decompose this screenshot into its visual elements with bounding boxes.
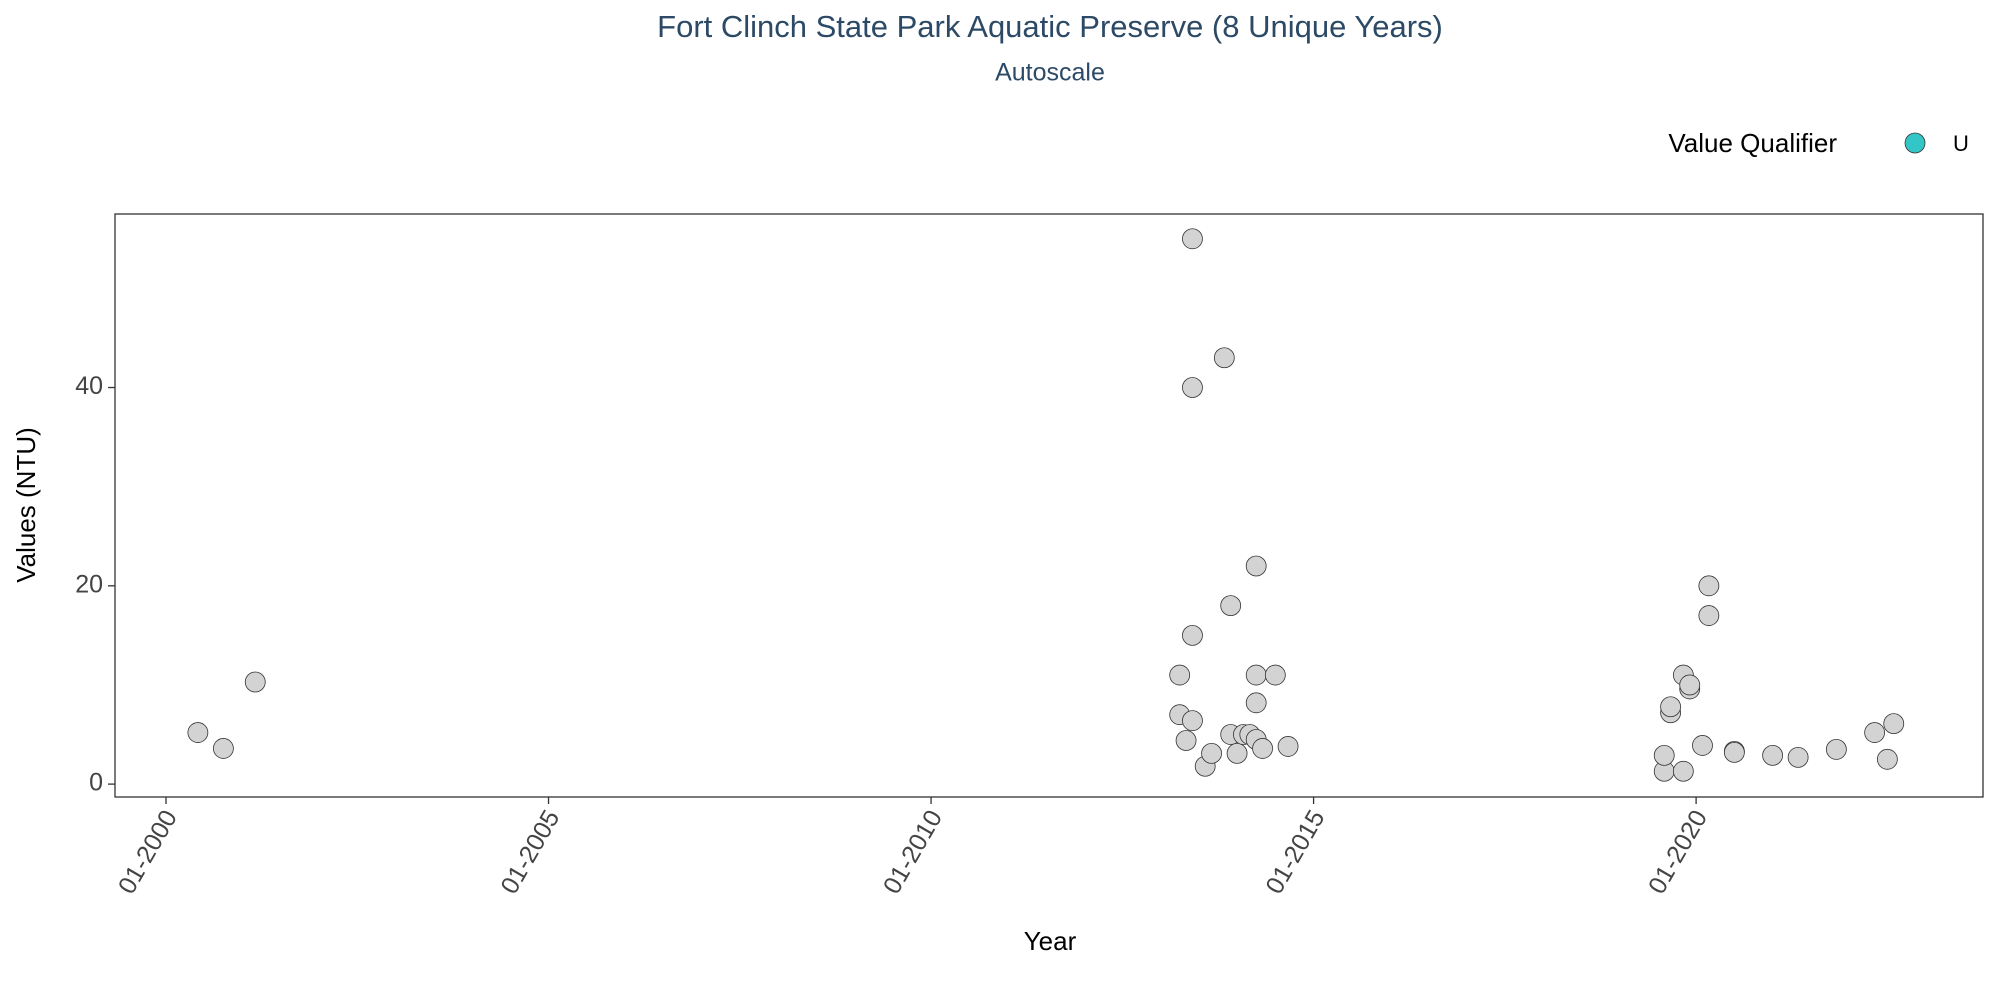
point	[1245, 692, 1267, 714]
x-tick-label: 01-2015	[1260, 805, 1330, 898]
point	[1723, 741, 1745, 763]
point	[1252, 738, 1273, 759]
plot-frame	[114, 213, 1984, 798]
point	[1182, 377, 1203, 398]
chart-subtitle: Autoscale	[995, 59, 1105, 87]
point	[187, 722, 209, 743]
x-tick-label: 01-2010	[878, 805, 948, 898]
chart-title: Fort Clinch State Park Aquatic Preserve …	[657, 9, 1443, 44]
point	[1169, 664, 1191, 686]
point	[1277, 736, 1299, 757]
point	[1653, 744, 1675, 766]
y-axis-label: Values (NTU)	[11, 427, 41, 583]
point	[1762, 744, 1784, 766]
point	[1213, 347, 1235, 369]
point	[1245, 664, 1267, 686]
point	[212, 738, 234, 759]
point	[1201, 742, 1222, 764]
point	[1698, 605, 1720, 626]
point	[1864, 722, 1886, 743]
x-tick-label: 01-2005	[495, 805, 565, 898]
point	[1787, 746, 1809, 768]
legend-label: U	[1953, 131, 1969, 156]
y-tick-label: 20	[75, 570, 103, 598]
point	[244, 671, 266, 693]
point	[1672, 760, 1694, 782]
point	[1182, 710, 1203, 732]
x-tick-label: 01-2000	[113, 805, 183, 898]
point	[1692, 735, 1713, 756]
point	[1825, 739, 1847, 760]
point	[1182, 624, 1203, 646]
y-tick-label: 0	[89, 769, 103, 797]
point	[1876, 748, 1898, 770]
point	[1182, 228, 1203, 250]
point	[1679, 674, 1701, 696]
point	[1220, 595, 1242, 617]
x-tick-label: 01-2020	[1643, 805, 1713, 898]
point	[1883, 713, 1905, 735]
x-axis-label: Year	[1024, 926, 1077, 956]
point	[1226, 742, 1248, 764]
legend-title: Value Qualifier	[1668, 128, 1837, 158]
point	[1245, 555, 1267, 577]
point	[1175, 730, 1197, 751]
point	[1698, 575, 1720, 597]
legend-marker	[1904, 132, 1926, 154]
point	[1660, 696, 1682, 718]
y-tick-label: 40	[75, 372, 103, 400]
point	[1264, 664, 1286, 686]
